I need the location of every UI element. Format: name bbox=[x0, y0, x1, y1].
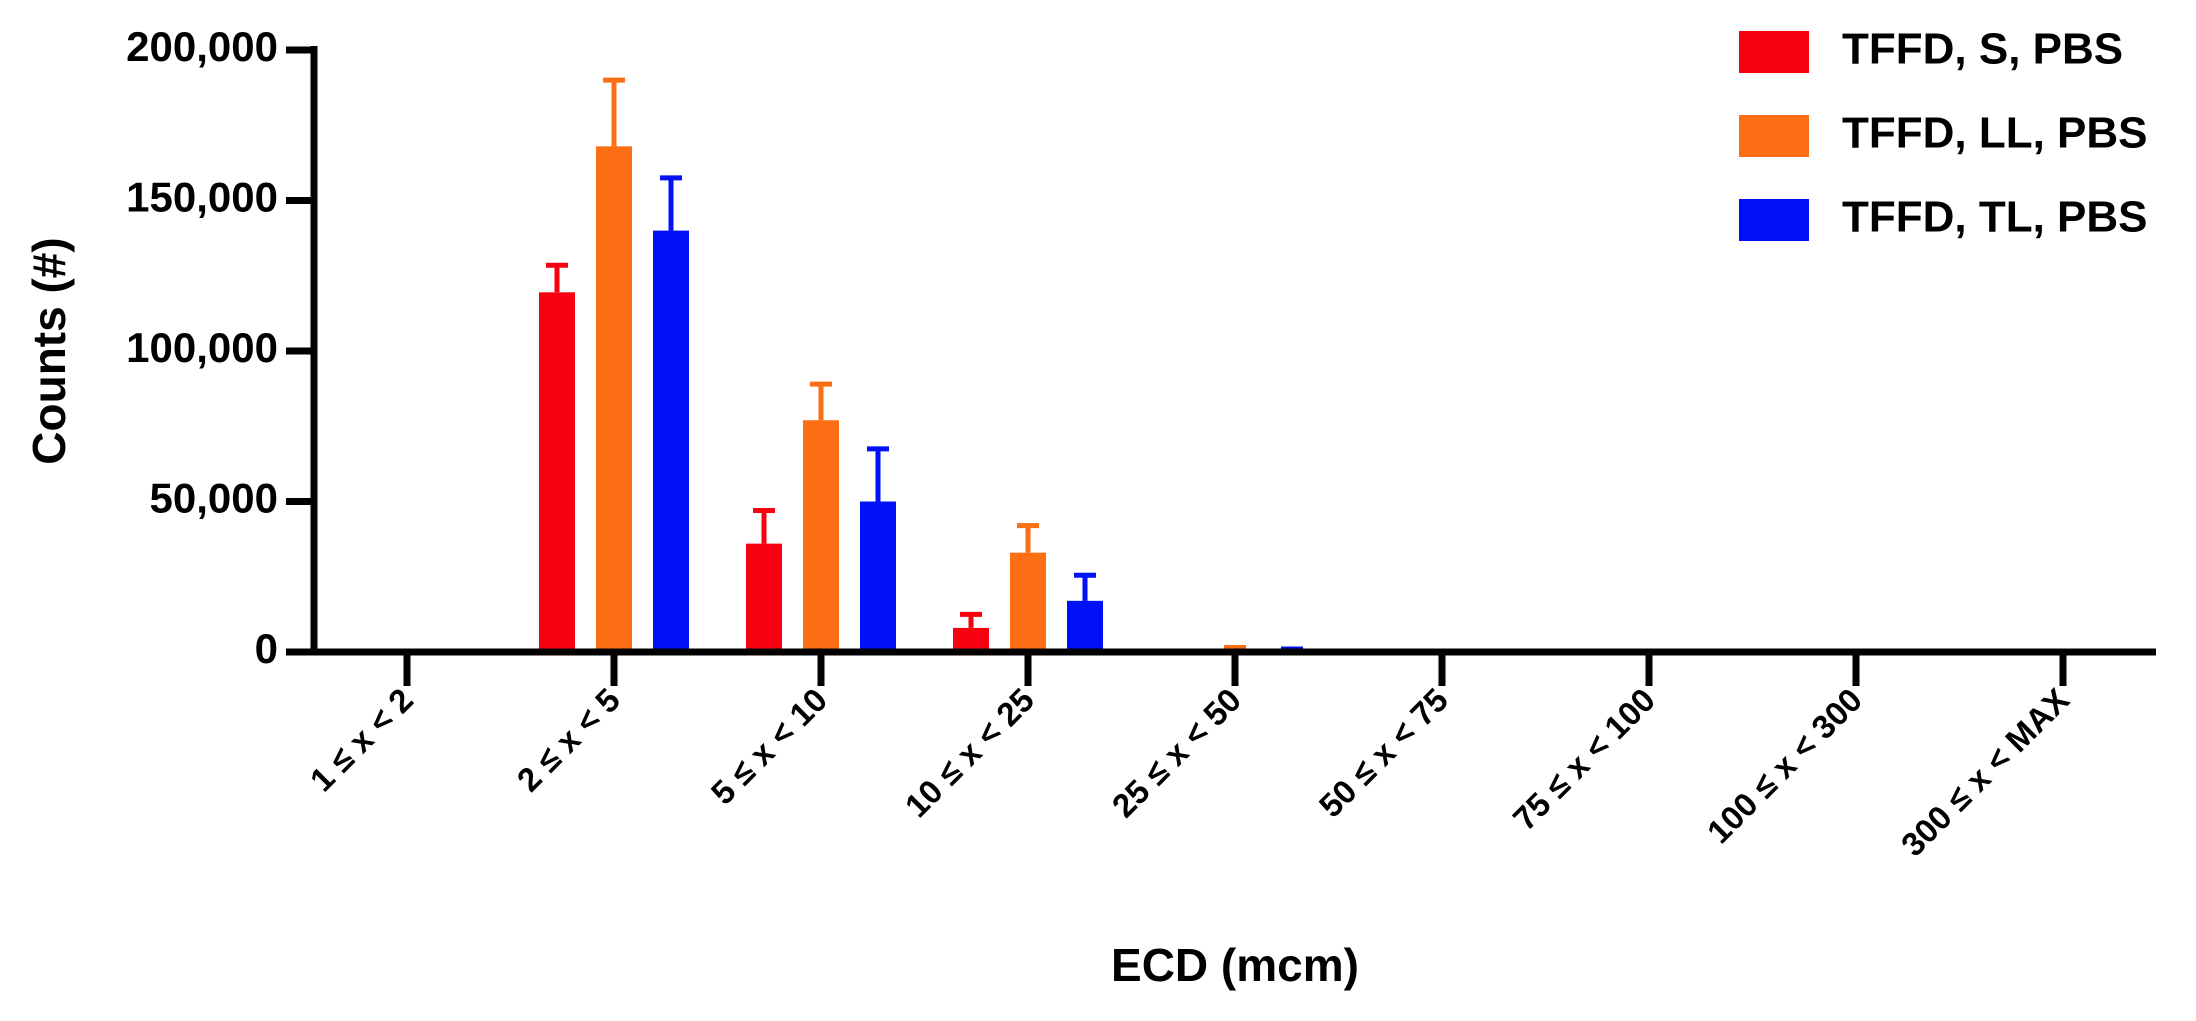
bar bbox=[860, 501, 896, 652]
x-tick-label: 75 ≤ x < 100 bbox=[1506, 681, 1662, 837]
error-bar bbox=[960, 611, 982, 628]
x-tick-label: 100 ≤ x < 300 bbox=[1700, 681, 1869, 850]
error-bar bbox=[1017, 523, 1039, 553]
bar bbox=[803, 420, 839, 652]
bar bbox=[1010, 552, 1046, 652]
y-axis-label: Counts (#) bbox=[23, 237, 75, 464]
bar bbox=[1067, 600, 1103, 652]
x-axis-label: ECD (mcm) bbox=[1111, 939, 1359, 991]
legend-swatch bbox=[1739, 115, 1809, 157]
error-bar bbox=[810, 381, 832, 421]
bar bbox=[653, 230, 689, 652]
error-bar bbox=[753, 508, 775, 544]
error-bar bbox=[546, 262, 568, 293]
error-bar bbox=[1074, 572, 1096, 601]
x-tick-label: 5 ≤ x < 10 bbox=[704, 681, 834, 811]
bar bbox=[746, 543, 782, 652]
x-tick-label: 50 ≤ x < 75 bbox=[1312, 681, 1455, 824]
legend-swatch bbox=[1739, 31, 1809, 73]
error-bar bbox=[867, 446, 889, 502]
error-bar bbox=[660, 175, 682, 231]
y-tick-label: 200,000 bbox=[126, 23, 278, 70]
bar bbox=[539, 292, 575, 652]
x-tick-label: 1 ≤ x < 2 bbox=[303, 681, 420, 798]
legend-label: TFFD, LL, PBS bbox=[1842, 109, 2148, 158]
legend-label: TFFD, TL, PBS bbox=[1842, 193, 2148, 242]
y-tick-label: 150,000 bbox=[126, 174, 278, 221]
bar bbox=[953, 627, 989, 652]
x-tick-label: 2 ≤ x < 5 bbox=[510, 681, 627, 798]
x-tick-label: 25 ≤ x < 50 bbox=[1105, 681, 1248, 824]
x-tick-label: 300 ≤ x < MAX bbox=[1894, 681, 2076, 863]
y-tick-label: 50,000 bbox=[150, 475, 278, 522]
bar bbox=[596, 146, 632, 652]
y-tick-label: 0 bbox=[255, 625, 278, 672]
legend-swatch bbox=[1739, 199, 1809, 241]
error-bar bbox=[603, 77, 625, 147]
legend-label: TFFD, S, PBS bbox=[1842, 25, 2123, 74]
y-tick-label: 100,000 bbox=[126, 324, 278, 371]
x-tick-label: 10 ≤ x < 25 bbox=[898, 681, 1041, 824]
